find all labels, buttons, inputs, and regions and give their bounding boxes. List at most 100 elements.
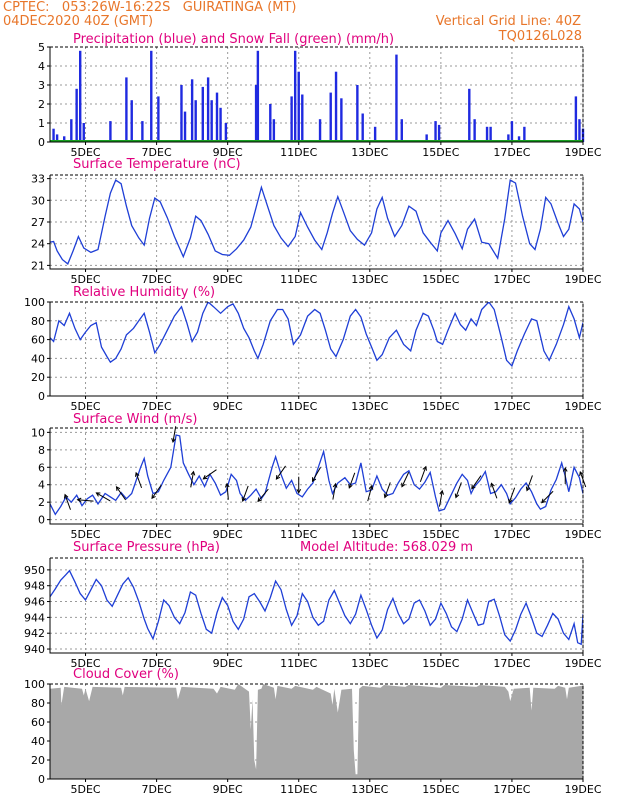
x-tick-label: 9DEC bbox=[213, 146, 243, 159]
precip-bar bbox=[224, 123, 228, 142]
x-tick-label: 5DEC bbox=[70, 273, 100, 286]
panel-border bbox=[50, 46, 584, 142]
wind-arrow bbox=[383, 482, 391, 499]
wind-arrow bbox=[115, 486, 127, 501]
precip-bar bbox=[219, 107, 222, 142]
precip-bar bbox=[356, 85, 359, 142]
x-tick-label: 15DEC bbox=[422, 273, 459, 286]
y-tick-label: 0 bbox=[38, 390, 45, 403]
x-tick-label: 11DEC bbox=[280, 528, 317, 541]
x-tick-label: 17DEC bbox=[493, 273, 530, 286]
precip-bar bbox=[141, 121, 144, 142]
x-tick-label: 19DEC bbox=[564, 528, 601, 541]
precip-bar bbox=[79, 50, 82, 142]
y-tick-label: 3 bbox=[38, 79, 45, 92]
x-tick-label: 9DEC bbox=[213, 657, 243, 670]
y-tick-label: 940 bbox=[24, 643, 45, 656]
x-tick-label: 15DEC bbox=[422, 146, 459, 159]
x-tick-label: 7DEC bbox=[142, 657, 172, 670]
x-tick-label: 13DEC bbox=[351, 146, 388, 159]
y-tick-label: 30 bbox=[31, 194, 45, 207]
x-tick-label: 7DEC bbox=[142, 783, 172, 796]
precip-bar bbox=[297, 71, 300, 142]
x-tick-label: 17DEC bbox=[493, 146, 530, 159]
wind-arrow bbox=[311, 467, 321, 483]
precip-bar bbox=[489, 126, 492, 142]
precip-bar bbox=[517, 136, 521, 142]
panel-4 bbox=[47, 426, 587, 527]
precip-bar bbox=[334, 71, 338, 142]
panel-5 bbox=[47, 557, 584, 656]
panel-title: Cloud Cover (%) bbox=[73, 667, 179, 682]
panel-axis bbox=[49, 175, 583, 270]
precip-bar bbox=[82, 123, 85, 142]
precip-bar bbox=[55, 134, 59, 142]
panel-border bbox=[50, 557, 584, 653]
y-tick-label: 60 bbox=[31, 334, 45, 347]
series-line bbox=[50, 179, 583, 265]
panel-border bbox=[50, 174, 584, 269]
wind-arrow bbox=[135, 471, 143, 489]
y-tick-label: 950 bbox=[24, 564, 45, 577]
y-tick-label: 33 bbox=[31, 173, 45, 186]
wind-arrow bbox=[508, 487, 516, 504]
series-line bbox=[50, 434, 583, 516]
precip-bar bbox=[63, 136, 66, 142]
x-tick-label: 13DEC bbox=[351, 783, 388, 796]
x-tick-label: 19DEC bbox=[564, 146, 601, 159]
panel-title: Surface Pressure (hPa) bbox=[73, 540, 220, 555]
x-tick-label: 7DEC bbox=[142, 400, 172, 413]
x-tick-label: 15DEC bbox=[422, 400, 459, 413]
x-tick-label: 19DEC bbox=[564, 273, 601, 286]
wind-arrow bbox=[202, 469, 217, 480]
x-tick-label: 5DEC bbox=[70, 528, 100, 541]
precip-bar bbox=[190, 79, 194, 142]
wind-arrow bbox=[471, 475, 482, 490]
y-tick-label: 80 bbox=[31, 697, 45, 710]
wind-arrow bbox=[454, 482, 462, 499]
wind-arrow bbox=[76, 497, 94, 503]
x-tick-label: 15DEC bbox=[422, 528, 459, 541]
precip-bar bbox=[468, 88, 471, 142]
precip-bar bbox=[425, 134, 428, 142]
panel-border bbox=[50, 683, 584, 779]
panel-border bbox=[50, 427, 584, 524]
precip-bar bbox=[206, 77, 210, 142]
precip-bar bbox=[254, 85, 258, 142]
wind-arrow bbox=[525, 475, 533, 492]
y-tick-label: 0 bbox=[38, 514, 45, 527]
panel-6 bbox=[47, 683, 584, 782]
wind-arrow bbox=[401, 472, 410, 488]
y-tick-label: 20 bbox=[31, 371, 45, 384]
precip-bar bbox=[318, 119, 322, 142]
y-tick-label: 100 bbox=[24, 678, 45, 691]
precip-bar bbox=[361, 113, 364, 142]
precip-bar bbox=[507, 134, 510, 142]
y-tick-label: 2 bbox=[38, 496, 45, 509]
wind-arrow bbox=[95, 492, 111, 502]
precip-bar bbox=[215, 92, 219, 142]
precip-bar bbox=[510, 121, 514, 142]
x-tick-label: 13DEC bbox=[351, 400, 388, 413]
panel-title: Precipitation (blue) and Snow Fall (gree… bbox=[73, 32, 394, 47]
wind-arrow bbox=[151, 484, 162, 500]
wind-arrow bbox=[63, 493, 71, 510]
cloud-cover-area bbox=[50, 684, 583, 779]
precip-bar bbox=[180, 85, 183, 142]
y-tick-label: 948 bbox=[24, 580, 45, 593]
panel-1 bbox=[47, 46, 585, 145]
panel-axis bbox=[49, 302, 583, 397]
model-altitude: Model Altitude: 568.029 m bbox=[300, 540, 473, 555]
y-tick-label: 100 bbox=[24, 296, 45, 309]
precip-bar bbox=[70, 119, 73, 142]
wind-arrow bbox=[275, 465, 286, 480]
precip-bar bbox=[75, 88, 78, 142]
x-tick-label: 13DEC bbox=[351, 273, 388, 286]
y-tick-label: 40 bbox=[31, 735, 45, 748]
y-tick-label: 60 bbox=[31, 716, 45, 729]
panel-axis bbox=[49, 558, 583, 654]
panel-title: Surface Temperature (nC) bbox=[73, 157, 241, 172]
x-tick-label: 5DEC bbox=[70, 783, 100, 796]
x-tick-label: 19DEC bbox=[564, 657, 601, 670]
